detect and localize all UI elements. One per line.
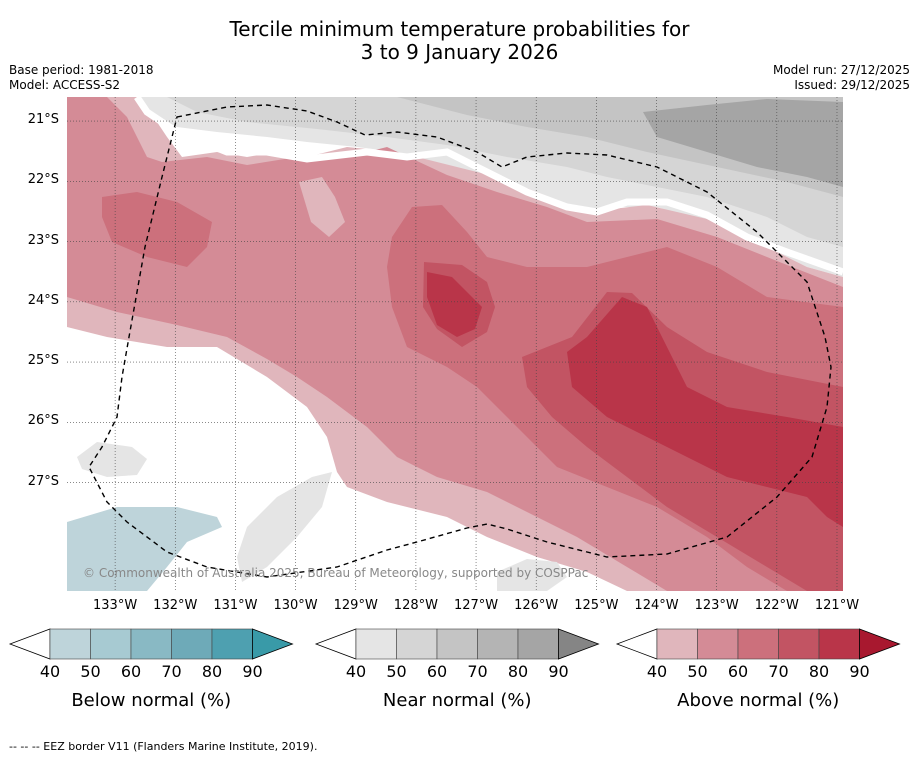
colorbar-tick-label: 40 bbox=[346, 662, 366, 681]
colorbar-tick-label: 50 bbox=[386, 662, 406, 681]
issued-date: Issued: 29/12/2025 bbox=[794, 78, 910, 92]
probability-map: © Commonwealth of Australia 2025, Bureau… bbox=[67, 97, 843, 591]
eez-footnote: -- -- -- EEZ border V11 (Flanders Marine… bbox=[9, 740, 318, 753]
longitude-label: 122°W bbox=[754, 598, 799, 613]
colorbar-title: Near normal (%) bbox=[383, 690, 532, 711]
base-period: Base period: 1981-2018 bbox=[9, 63, 154, 77]
above-normal-80-region-b bbox=[427, 272, 482, 337]
title-line-2: 3 to 9 January 2026 bbox=[360, 40, 559, 64]
near-normal-40-patch-sw bbox=[77, 442, 147, 477]
colorbar-tick-label: 90 bbox=[849, 662, 869, 681]
longitude-label: 128°W bbox=[393, 598, 438, 613]
longitude-label: 124°W bbox=[634, 598, 679, 613]
meta-left: Base period: 1981-2018 Model: ACCESS-S2 bbox=[9, 63, 154, 93]
colorbar-above-normal: 40 50 60 70 80 90 Above normal (%) bbox=[615, 628, 901, 711]
colorbar-tick-label: 90 bbox=[242, 662, 262, 681]
colorbar-tick-label: 70 bbox=[467, 662, 487, 681]
latitude-label: 25°S bbox=[27, 353, 59, 369]
title-line-1: Tercile minimum temperature probabilitie… bbox=[229, 17, 690, 41]
colorbar-tick-label: 40 bbox=[40, 662, 60, 681]
colorbar-swatch bbox=[211, 628, 253, 660]
colorbar-tick-label: 70 bbox=[768, 662, 788, 681]
latitude-label: 23°S bbox=[27, 232, 59, 248]
model-name: Model: ACCESS-S2 bbox=[9, 78, 121, 92]
latitude-label: 21°S bbox=[27, 112, 59, 128]
colorbar-swatch bbox=[477, 628, 519, 660]
colorbar-tick-label: 60 bbox=[427, 662, 447, 681]
longitude-label: 123°W bbox=[694, 598, 739, 613]
colorbar-tick-label: 80 bbox=[508, 662, 528, 681]
longitude-label: 127°W bbox=[453, 598, 499, 613]
colorbar-swatch bbox=[737, 628, 779, 660]
colorbar-tick-label: 50 bbox=[80, 662, 100, 681]
chart-title: Tercile minimum temperature probabilitie… bbox=[0, 18, 919, 64]
white-corridor bbox=[134, 97, 843, 276]
colorbar-swatch bbox=[396, 628, 438, 660]
colorbar-tick-label: 80 bbox=[202, 662, 222, 681]
colorbar-tick-label: 60 bbox=[121, 662, 141, 681]
longitude-label: 125°W bbox=[574, 598, 619, 613]
colorbar-swatch bbox=[436, 628, 478, 660]
colorbar-below-normal: 40 50 60 70 80 90 Below normal (%) bbox=[8, 628, 294, 711]
colorbar-tick-label: 70 bbox=[161, 662, 181, 681]
colorbar-swatch bbox=[656, 628, 698, 660]
colorbar-swatch bbox=[517, 628, 559, 660]
copyright-notice: © Commonwealth of Australia 2025, Bureau… bbox=[83, 566, 588, 580]
latitude-label: 27°S bbox=[27, 473, 59, 489]
longitude-label: 121°W bbox=[814, 598, 860, 613]
colorbar-high-extension bbox=[558, 628, 600, 660]
eez-border-line bbox=[88, 104, 832, 578]
colorbar-high-extension bbox=[859, 628, 901, 660]
meta-right: Model run: 27/12/2025 Issued: 29/12/2025 bbox=[773, 63, 910, 93]
colorbar-swatch bbox=[49, 628, 91, 660]
model-run: Model run: 27/12/2025 bbox=[772, 63, 910, 77]
colorbar-swatch bbox=[818, 628, 860, 660]
colorbar-tick-label: 50 bbox=[687, 662, 707, 681]
colorbar-swatch bbox=[90, 628, 132, 660]
latitude-label: 26°S bbox=[27, 413, 59, 429]
colorbar-tick-label: 40 bbox=[647, 662, 667, 681]
colorbar-high-extension bbox=[252, 628, 294, 660]
longitude-label: 132°W bbox=[153, 598, 198, 613]
colorbar-swatch bbox=[697, 628, 739, 660]
above-normal-80-region bbox=[567, 297, 843, 527]
colorbar-title: Above normal (%) bbox=[677, 690, 839, 711]
longitude-label: 130°W bbox=[273, 598, 318, 613]
below-normal-40-region bbox=[67, 507, 222, 591]
near-normal-40-patch-se bbox=[497, 559, 567, 591]
near-normal-40-patch-s bbox=[237, 472, 332, 582]
colorbar-title: Below normal (%) bbox=[71, 690, 231, 711]
colorbar-low-extension bbox=[8, 628, 51, 660]
longitude-label: 133°W bbox=[93, 598, 138, 613]
colorbar-legends: 40 50 60 70 80 90 Below normal (%) 40 50 60 70 80 9… bbox=[8, 628, 901, 711]
colorbar-tick-label: 90 bbox=[548, 662, 568, 681]
colorbar-low-extension bbox=[615, 628, 658, 660]
colorbar-swatch bbox=[355, 628, 397, 660]
colorbar-tick-label: 60 bbox=[728, 662, 748, 681]
longitude-label: 131°W bbox=[213, 598, 258, 613]
colorbar-near-normal: 40 50 60 70 80 90 Near normal (%) bbox=[314, 628, 600, 711]
longitude-label: 126°W bbox=[514, 598, 559, 613]
graticule bbox=[67, 97, 843, 591]
colorbar-low-extension bbox=[314, 628, 357, 660]
colorbar-swatch bbox=[130, 628, 172, 660]
above-normal-60-region bbox=[102, 192, 212, 267]
latitude-label: 24°S bbox=[27, 292, 59, 308]
colorbar-swatch bbox=[778, 628, 820, 660]
colorbar-tick-label: 80 bbox=[809, 662, 829, 681]
latitude-label: 22°S bbox=[27, 172, 59, 188]
above-normal-40-hole bbox=[299, 177, 345, 237]
longitude-label: 129°W bbox=[333, 598, 378, 613]
colorbar-swatch bbox=[171, 628, 213, 660]
